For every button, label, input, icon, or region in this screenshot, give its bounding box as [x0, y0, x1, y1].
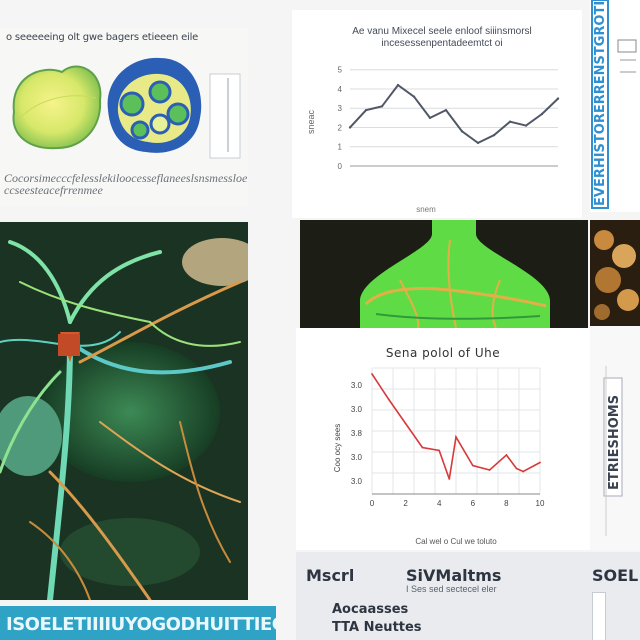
line-chart-point — [524, 124, 528, 127]
decay-chart-point — [488, 469, 491, 471]
line-chart: sneac snem 0 1 2 3 4 5 — [306, 66, 560, 214]
decay-chart-ytick: 3.0 — [351, 381, 363, 390]
table-subheader: I Ses sed sectecel eler — [406, 584, 497, 594]
line-chart-ytick: 2 — [338, 123, 343, 132]
line-chart-point — [412, 95, 416, 98]
line-chart-point — [492, 133, 496, 137]
branching-network-graphic — [0, 222, 248, 600]
bottom-table: Mscrl SiVMaltms SOEL I Ses sed sectecel … — [296, 552, 640, 640]
bottom-banner: ISOELETIIIIUYOGODHUITTIEC — [0, 606, 276, 640]
texture-graphic — [590, 220, 640, 326]
top-right-strip: EVERHISTORERRENSTGROTISTER — [590, 0, 640, 212]
decay-chart-point — [404, 422, 407, 425]
table-row-2: TTA Neuttes — [332, 620, 422, 635]
table-header-col1: Mscrl — [306, 566, 355, 585]
decay-chart-xtick: 10 — [536, 499, 545, 508]
yellow-specimen — [12, 65, 102, 150]
decay-chart-ylabel: Coo ocy sees — [333, 424, 342, 472]
decay-chart-point — [448, 478, 451, 480]
decay-chart-point — [539, 461, 541, 464]
line-chart-series — [349, 83, 559, 145]
line-chart-ytick: 3 — [338, 104, 343, 113]
decay-chart-point — [505, 454, 508, 456]
blue-specimen — [107, 57, 202, 153]
decay-chart-xtick: 2 — [403, 499, 408, 508]
decay-chart-ytick: 3.8 — [351, 429, 363, 438]
line-chart-point — [444, 108, 448, 112]
table-header-col2: SiVMaltms — [406, 566, 502, 585]
decay-chart: Coo ocy sees Cal wel o Cul we toluto 3.0… — [333, 367, 545, 546]
line-chart-point — [540, 112, 544, 116]
decay-chart-ytick: 3.0 — [351, 405, 363, 414]
table-scrollbar[interactable] — [592, 592, 606, 640]
line-chart-panel: Ae vanu Mixecel seele enloof siiinsmorsl… — [292, 10, 582, 218]
texture-image — [590, 220, 640, 326]
decay-chart-point — [438, 449, 441, 452]
line-chart-xlabel: snem — [416, 205, 436, 214]
line-chart-point — [556, 97, 560, 100]
right-label-graphic: ETRIESHOMS — [603, 366, 623, 536]
specimen-figure-caption: o seeeeeing olt gwe bagers etieeen eile — [6, 32, 199, 43]
line-chart-point — [348, 126, 352, 129]
specimen-figure-panel: o seeeeeing olt gwe bagers etieeen eile … — [0, 28, 248, 206]
decay-chart-xtick: 4 — [437, 499, 442, 508]
decay-chart-point — [371, 373, 373, 375]
decay-chart-point — [522, 470, 525, 473]
decay-chart-panel: Sena polol of Uhe Coo ocy sees Cal wel o… — [296, 328, 590, 550]
decay-chart-xtick: 6 — [471, 499, 476, 508]
decay-chart-xtick: 8 — [504, 499, 509, 508]
line-chart-point — [508, 120, 512, 123]
decay-chart-ytick: 3.0 — [351, 477, 363, 486]
branching-network-image — [0, 222, 248, 600]
line-chart-point — [396, 83, 400, 87]
decay-chart-point — [421, 446, 424, 449]
table-header-col3: SOEL — [592, 566, 639, 585]
right-strip-label: ETRIESHOMS — [607, 395, 622, 490]
right-label-strip: ETRIESHOMS — [590, 326, 640, 550]
line-chart-point — [364, 108, 368, 112]
line-chart-ytick: 5 — [338, 66, 343, 75]
table-row-1: Aocaasses — [332, 602, 409, 617]
line-chart-point — [460, 130, 464, 133]
decay-chart-title: Sena polol of Uhe — [385, 346, 501, 360]
strip-label: EVERHISTORERRENSTGROTISTER — [593, 0, 608, 206]
bottle-graphic — [300, 220, 588, 328]
decay-chart-ytick: 3.0 — [351, 453, 363, 462]
bottom-banner-text: ISOELETIIIIUYOGODHUITTIEC — [6, 614, 276, 635]
bottle-image — [300, 220, 588, 328]
decay-chart-point — [387, 398, 390, 401]
line-chart-point — [476, 141, 480, 145]
line-chart-ytick: 1 — [338, 143, 343, 152]
line-chart-point — [428, 116, 432, 120]
decay-chart-point — [471, 464, 474, 467]
decay-chart-point — [515, 467, 518, 470]
specimen-figure-footnote: Cocorsimecccfelesslekiloocesseflaneeslsn… — [4, 171, 248, 197]
strip-graphic: EVERHISTORERRENSTGROTISTER — [591, 0, 637, 209]
specimen-images — [12, 57, 241, 159]
decay-chart-xtick: 0 — [370, 499, 375, 508]
line-chart-title: Ae vanu Mixecel seele enloof siiinsmorsl… — [352, 26, 532, 49]
line-chart-ylabel: sneac — [306, 109, 316, 134]
line-chart-ytick: 0 — [338, 162, 343, 171]
line-chart-point — [380, 105, 384, 108]
decay-chart-xlabel: Cal wel o Cul we toluto — [415, 537, 497, 546]
decay-chart-point — [455, 436, 457, 438]
line-chart-ytick: 4 — [338, 85, 343, 94]
